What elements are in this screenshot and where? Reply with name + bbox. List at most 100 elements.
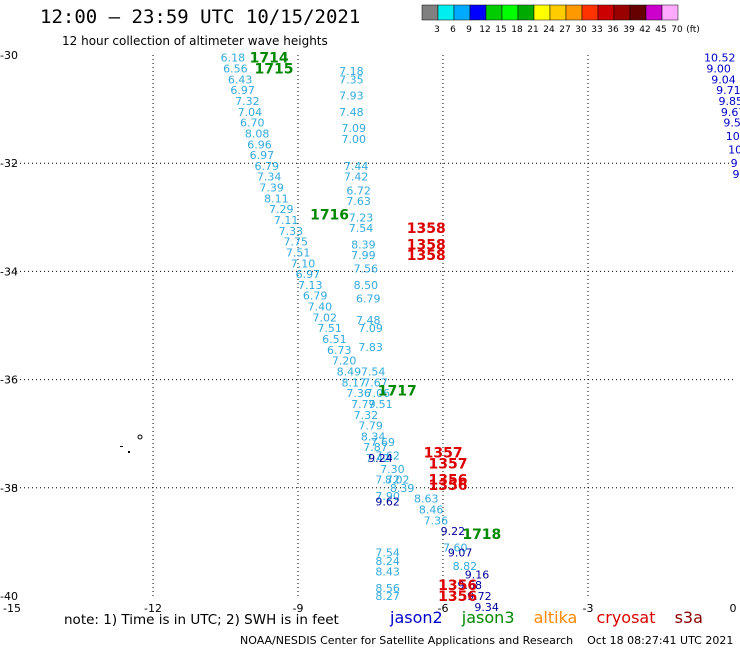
y-tick-label: -38	[0, 482, 18, 495]
wave-height-label: 7.56	[354, 263, 379, 276]
colorbar-swatch	[565, 4, 583, 21]
colorbar-swatch	[421, 4, 439, 21]
wave-height-label: 7.54	[361, 365, 386, 378]
wave-height-label: 9.16	[465, 568, 490, 581]
wave-height-label: 7.48	[356, 314, 381, 327]
island-marker	[120, 434, 143, 453]
wave-height-label: 7.09	[358, 322, 383, 335]
pass-number-label: 1358	[407, 237, 446, 253]
legend-altika: altika	[533, 608, 578, 627]
satellite-legend: jason2 jason3 altika cryosat s3a	[390, 608, 717, 627]
wave-height-label: 7.72	[375, 474, 400, 487]
y-tick-label: -36	[0, 374, 18, 387]
legend-jason2: jason2	[390, 608, 443, 627]
wave-height-label: 6.97	[230, 84, 255, 97]
wave-height-label: 7.34	[257, 171, 282, 184]
wave-height-label: 6.79	[303, 290, 328, 303]
colorbar-label: 3	[434, 25, 440, 35]
pass-number-label: 1716	[310, 208, 349, 224]
pass-number-label: 1717	[378, 383, 417, 399]
wave-height-label: 7.54	[375, 547, 400, 560]
colorbar-swatch	[661, 4, 679, 21]
wave-height-label: 6.18	[221, 52, 246, 65]
wave-height-label: 9.68	[458, 579, 483, 592]
wave-height-label: 7.93	[339, 90, 364, 103]
colorbar-swatch	[533, 4, 551, 21]
wave-height-label: 6.79	[356, 292, 381, 305]
wave-height-label: 7.69	[371, 436, 396, 449]
wave-height-label: 7.79	[358, 420, 383, 433]
wave-height-label: 7.30	[380, 463, 405, 476]
wave-height-label: 7.51	[286, 246, 311, 259]
y-tick-label: -32	[0, 157, 18, 170]
wave-height-label: 7.33	[279, 225, 304, 238]
wave-height-label: 8.49	[337, 365, 362, 378]
wave-height-label: 7.51	[368, 398, 393, 411]
wave-height-label: 7.75	[284, 236, 309, 249]
wave-height-label: 7.00	[342, 133, 367, 146]
wave-height-label: 7.67	[363, 376, 388, 389]
wave-height-label: 7.32	[235, 95, 260, 108]
wave-height-label: 7.35	[339, 73, 364, 86]
pass-number-label: 1356	[438, 589, 477, 605]
x-tick-label: -15	[3, 602, 21, 615]
wave-height-label: 7.06	[366, 387, 391, 400]
wave-height-label: 6.79	[255, 160, 280, 173]
wave-height-label: 6.97	[250, 149, 275, 162]
colorbar-label: 18	[511, 25, 523, 35]
wave-height-label: 7.29	[269, 203, 294, 216]
pass-number-label: 1357	[429, 456, 468, 472]
pass-number-label: 1715	[255, 62, 294, 78]
wave-height-label: 7.20	[332, 355, 357, 368]
wave-height-label: 8.43	[375, 566, 400, 579]
x-tick-label: 0	[730, 602, 737, 615]
wave-height-label: 7.36	[424, 514, 449, 527]
colorbar-label: (ft)	[686, 25, 700, 35]
pass-number-label: 1356	[438, 578, 477, 594]
footer-note: note: 1) Time is in UTC; 2) SWH is in fe…	[64, 612, 339, 628]
wave-height-label: 7.51	[317, 322, 342, 335]
wave-height-label: 9.5	[723, 117, 740, 130]
colorbar-label: 30	[575, 25, 587, 35]
colorbar-label: 15	[495, 25, 506, 35]
y-tick-label: -34	[0, 265, 18, 278]
colorbar-label: 45	[655, 25, 666, 35]
wave-height-label: 8.56	[375, 582, 400, 595]
wave-height-label: 9.04	[711, 73, 736, 86]
wave-height-label: 6.51	[322, 333, 347, 346]
colorbar-label: 9	[466, 25, 472, 35]
wave-height-label: 7.42	[366, 452, 391, 465]
data-labels: 6.186.566.436.977.327.046.708.086.966.97…	[221, 52, 740, 614]
wave-height-label: 7.62	[375, 449, 400, 462]
wave-height-label: 7.48	[339, 106, 364, 119]
pass-number-label: 1714	[250, 51, 289, 67]
colorbar-swatch	[549, 4, 567, 21]
colorbar-swatch	[469, 4, 487, 21]
wave-height-label: 8.46	[419, 503, 444, 516]
wave-height-label: 10.	[728, 144, 740, 157]
x-tick-label: -3	[583, 602, 594, 615]
wave-height-label: 9.67	[721, 106, 740, 119]
wave-height-label: 7.40	[308, 301, 333, 314]
wave-height-label: 9	[733, 168, 740, 181]
legend-s3a: s3a	[674, 608, 703, 627]
wave-height-label: 6.73	[327, 344, 352, 357]
wave-height-label: 9.72	[467, 590, 492, 603]
grid	[8, 55, 733, 596]
wave-height-label: 7.60	[443, 541, 468, 554]
wave-height-label: 7.44	[344, 160, 369, 173]
pass-number-label: 1358	[407, 248, 446, 264]
wave-height-label: 7.02	[313, 311, 338, 324]
wave-height-label: 7.36	[346, 387, 371, 400]
colorbar-label: 24	[543, 25, 555, 35]
legend-jason3: jason3	[461, 608, 515, 627]
wave-height-label: 9.71	[716, 84, 740, 97]
pass-number-label: 1357	[424, 446, 463, 462]
pass-number-label: 1356	[429, 478, 468, 494]
wave-height-label: 7.54	[349, 222, 374, 235]
wave-height-label: 9.24	[368, 452, 393, 465]
wave-height-label: 8.63	[414, 493, 439, 506]
wave-height-label: 8.17	[342, 376, 367, 389]
colorbar-swatch	[517, 4, 535, 21]
